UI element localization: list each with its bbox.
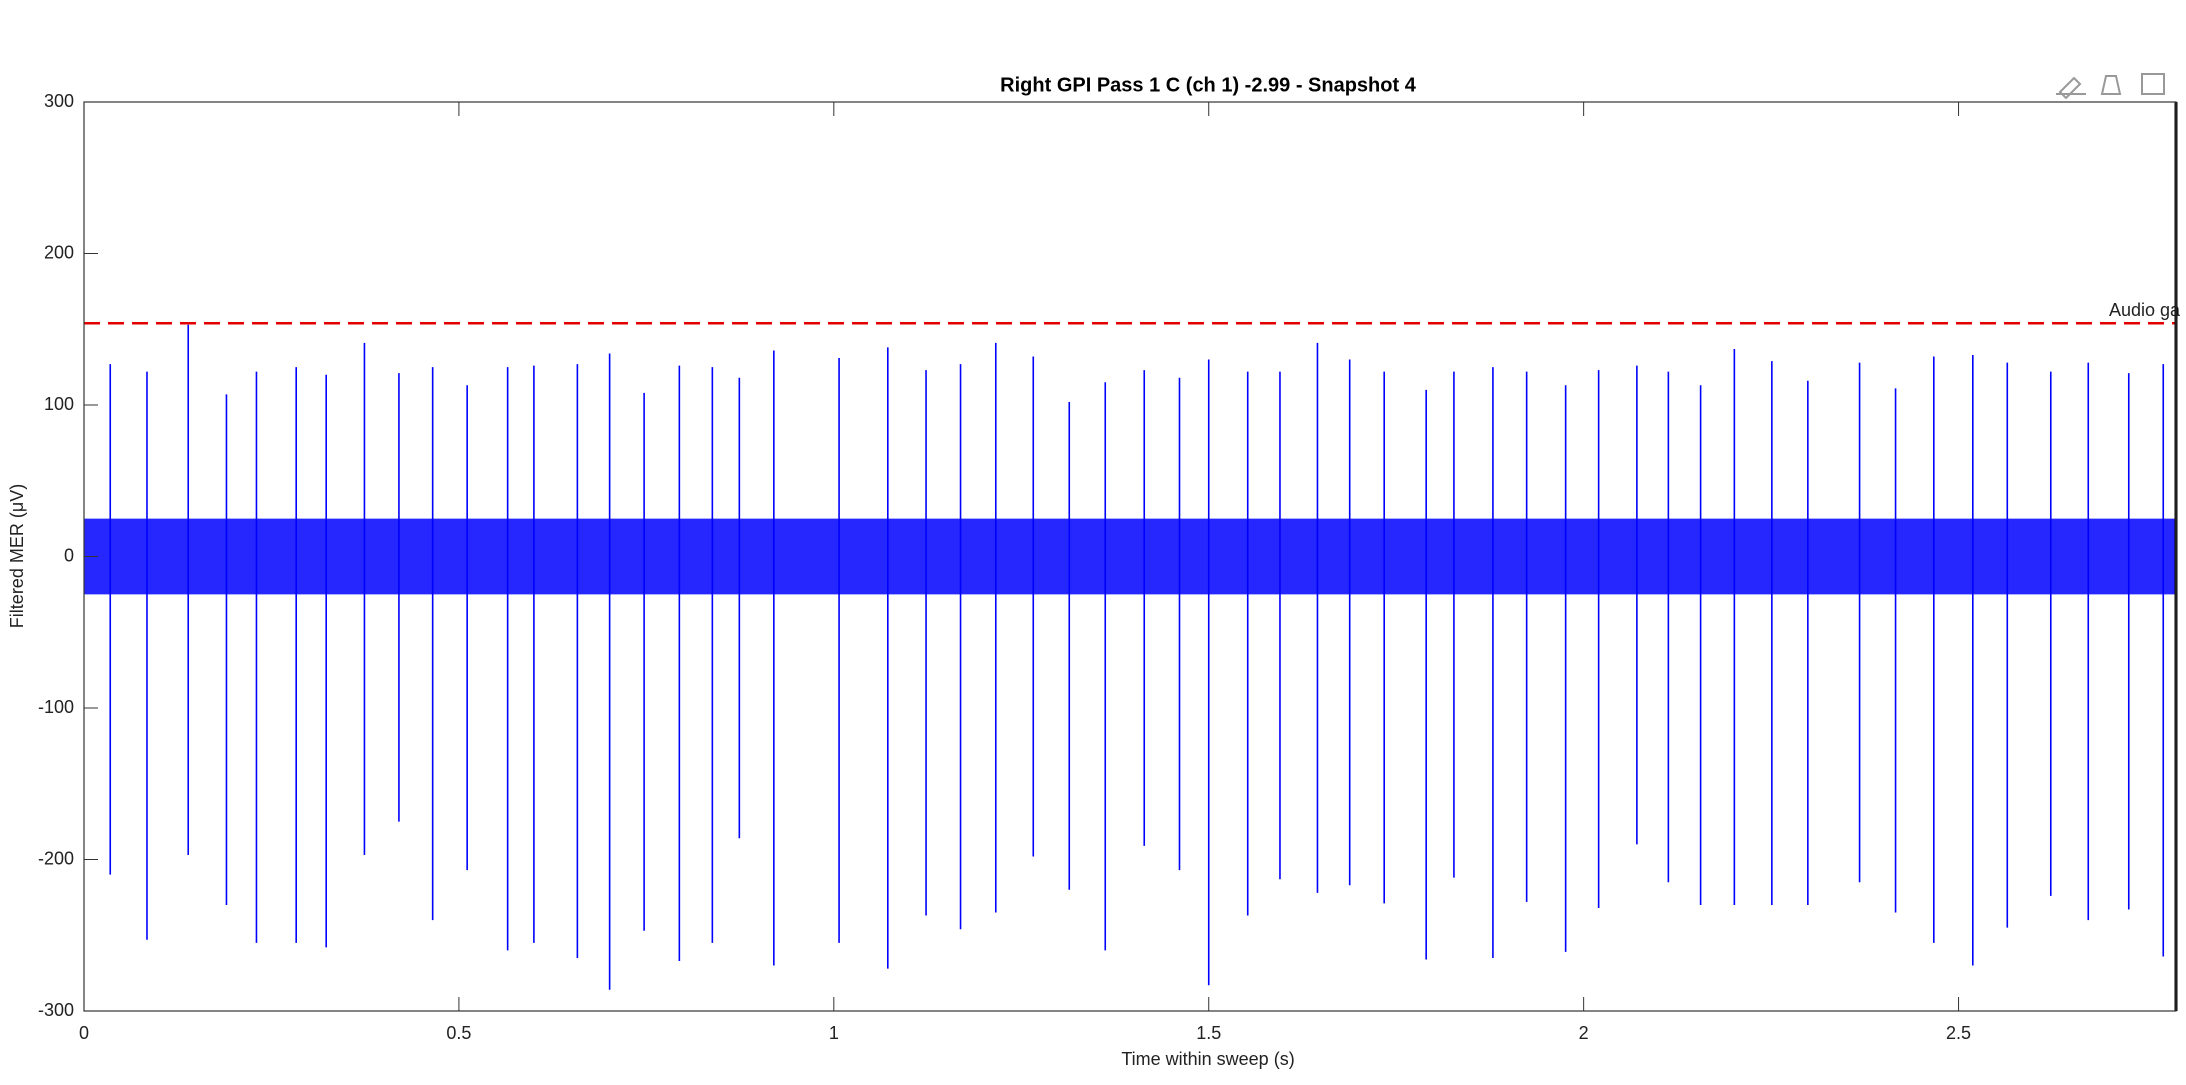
y-tick-label: 0 [64,545,74,565]
x-tick-label: 1 [829,1023,839,1043]
x-tick-label: 2 [1579,1023,1589,1043]
y-tick-label: 300 [44,91,74,111]
toolbar-icon[interactable] [2141,73,2165,95]
noise-band [84,518,2176,595]
x-tick-label: 1.5 [1196,1023,1221,1043]
y-tick-label: -100 [38,697,74,717]
x-axis-label: Time within sweep (s) [1121,1049,1294,1069]
y-axis-label: Filtered MER (μV) [7,484,27,628]
y-tick-label: -300 [38,1000,74,1020]
chart-title: Right GPI Pass 1 C (ch 1) -2.99 - Snapsh… [1000,74,1417,96]
toolbar [2056,73,2165,100]
toolbar-icon[interactable] [2100,75,2122,95]
x-tick-label: 0.5 [446,1023,471,1043]
y-tick-label: -200 [38,848,74,868]
toolbar-icon[interactable] [2056,76,2086,100]
y-tick-label: 200 [44,242,74,262]
y-tick-label: 100 [44,394,74,414]
x-tick-label: 2.5 [1946,1023,1971,1043]
x-tick-label: 0 [79,1023,89,1043]
threshold-label: Audio ga [2109,300,2181,320]
